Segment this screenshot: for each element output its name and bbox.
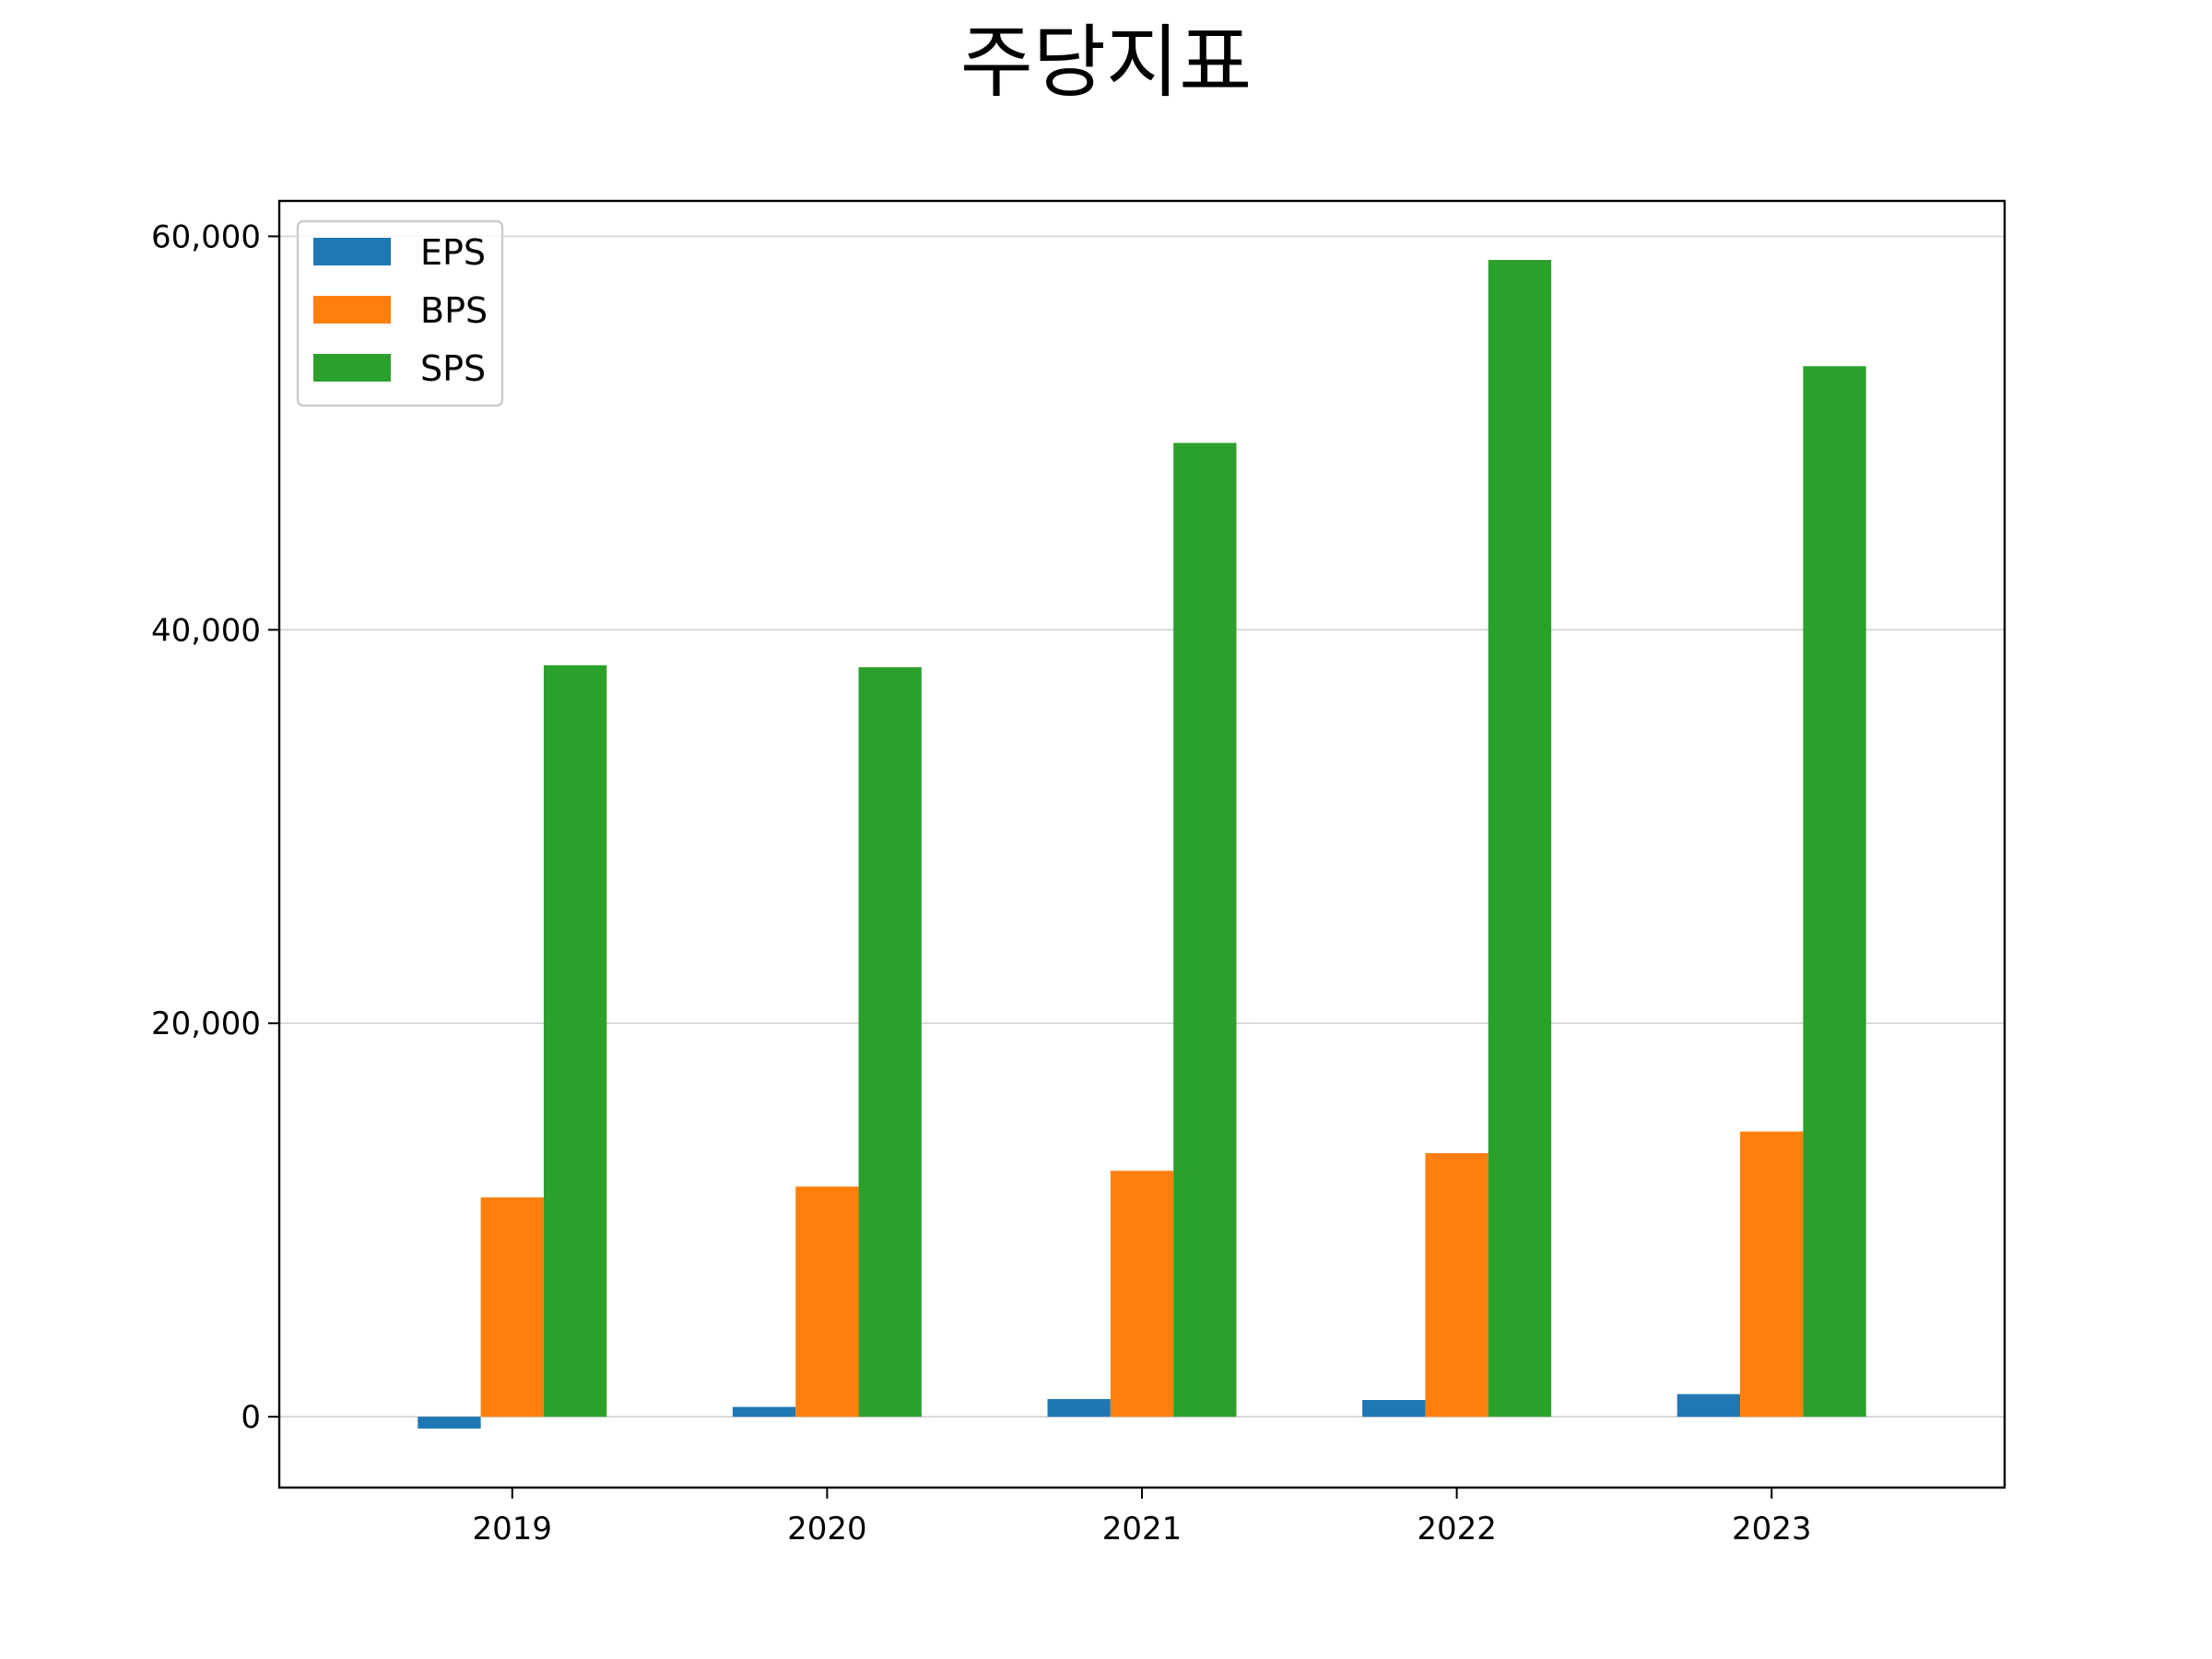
bars <box>418 260 1866 1429</box>
bar-sps-2021 <box>1173 442 1237 1418</box>
legend-label-eps: EPS <box>420 232 486 273</box>
y-tick-label: 20,000 <box>151 1006 261 1042</box>
bar-eps-2022 <box>1362 1400 1426 1418</box>
bar-sps-2023 <box>1803 366 1866 1418</box>
x-tick-label: 2021 <box>1102 1511 1182 1547</box>
legend-label-sps: SPS <box>420 348 486 389</box>
bar-bps-2020 <box>795 1186 859 1418</box>
x-axis: 2019 2020 2021 2022 2023 <box>473 1488 1812 1547</box>
x-tick-label: 2020 <box>787 1511 867 1547</box>
bar-sps-2022 <box>1488 260 1552 1418</box>
bar-sps-2019 <box>543 665 607 1418</box>
x-tick-label: 2022 <box>1417 1511 1497 1547</box>
legend-swatch-eps <box>313 238 391 265</box>
bar-bps-2023 <box>1740 1131 1804 1418</box>
y-axis: 0 20,000 40,000 60,000 <box>151 218 279 1436</box>
x-tick-label: 2019 <box>473 1511 553 1547</box>
y-tick-label: 0 <box>241 1399 261 1436</box>
bar-bps-2022 <box>1425 1153 1488 1418</box>
legend-swatch-bps <box>313 296 391 324</box>
legend-swatch-sps <box>313 354 391 382</box>
legend-label-bps: BPS <box>420 290 488 331</box>
y-tick-label: 60,000 <box>151 218 261 255</box>
x-tick-label: 2023 <box>1732 1511 1812 1547</box>
bar-eps-2021 <box>1047 1398 1111 1418</box>
bar-bps-2019 <box>480 1197 544 1418</box>
bar-eps-2019 <box>418 1417 481 1429</box>
legend: EPS BPS SPS <box>296 219 504 407</box>
bar-bps-2021 <box>1110 1171 1174 1418</box>
y-tick-label: 40,000 <box>151 612 261 649</box>
bar-eps-2020 <box>732 1406 796 1418</box>
chart-title: 주당지표 <box>959 17 1253 109</box>
bar-eps-2023 <box>1677 1394 1741 1418</box>
bar-sps-2020 <box>858 666 922 1418</box>
